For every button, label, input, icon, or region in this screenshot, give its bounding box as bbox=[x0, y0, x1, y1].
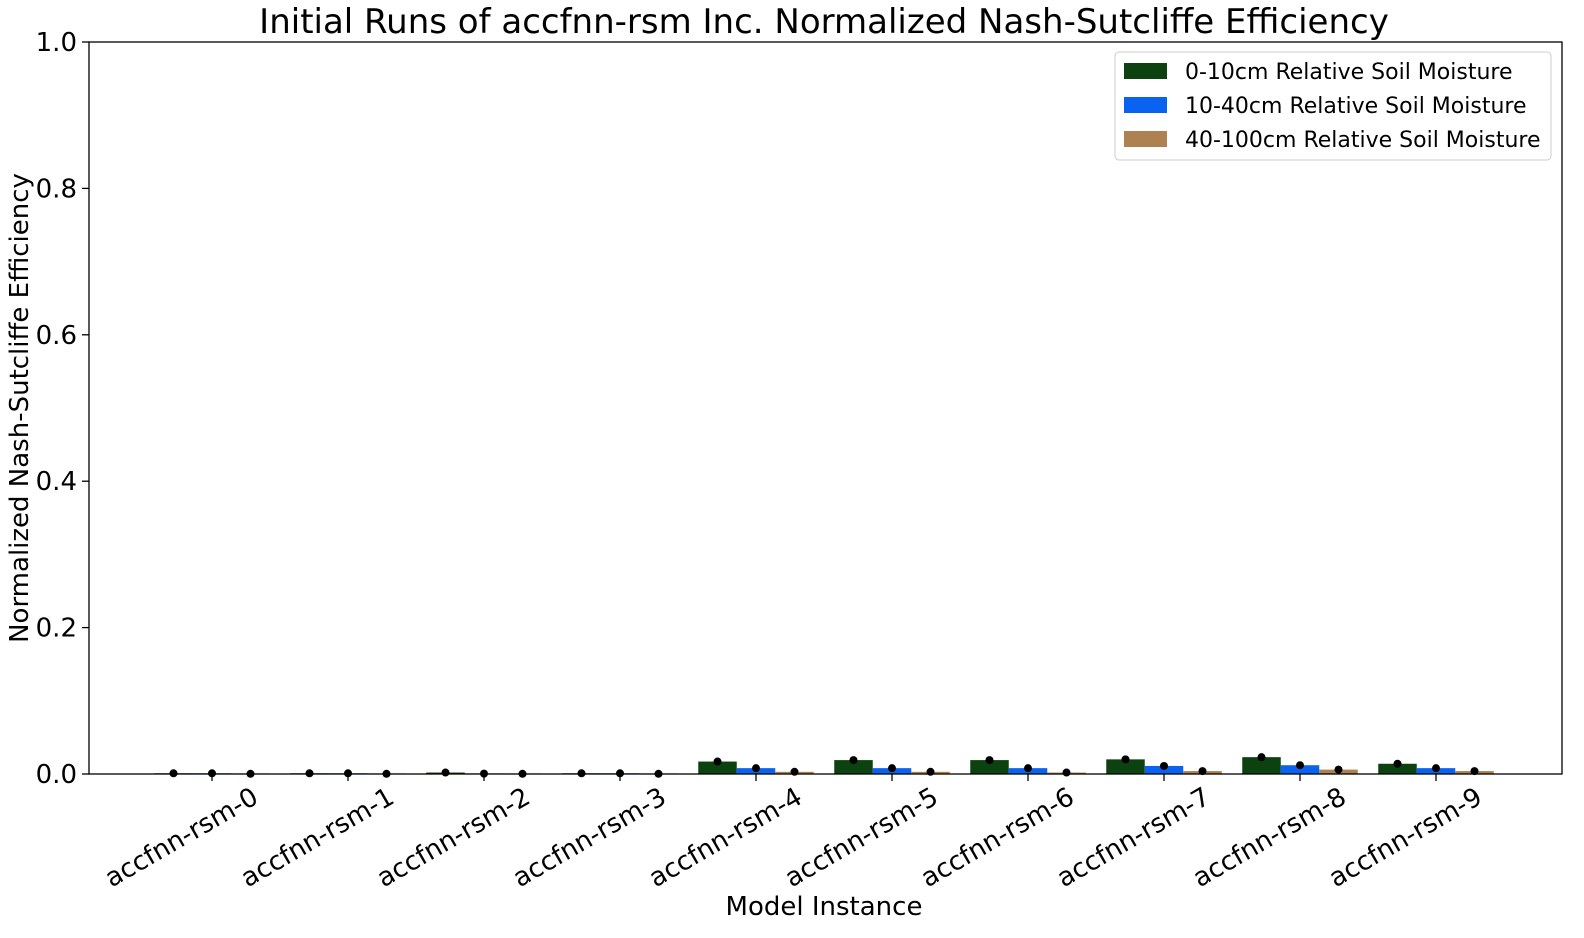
point-1-accfnn-rsm-9 bbox=[1393, 759, 1402, 768]
x-tick-label: accfnn-rsm-5 bbox=[780, 782, 944, 894]
legend-swatch-1 bbox=[1124, 63, 1167, 79]
bar-2-accfnn-rsm-7 bbox=[1144, 765, 1184, 774]
bar-1-accfnn-rsm-7 bbox=[1106, 759, 1145, 774]
y-tick-label: 0.8 bbox=[36, 174, 77, 204]
y-axis-label: Normalized Nash-Sutcliffe Efficiency bbox=[5, 173, 35, 643]
x-tick-label: accfnn-rsm-1 bbox=[236, 782, 400, 894]
bar-1-accfnn-rsm-8 bbox=[1242, 757, 1281, 774]
plot-frame bbox=[88, 41, 1563, 775]
y-tick-label: 0.0 bbox=[36, 760, 77, 790]
point-1-accfnn-rsm-5 bbox=[849, 756, 858, 765]
x-axis: accfnn-rsm-0accfnn-rsm-1accfnn-rsm-2accf… bbox=[100, 774, 1488, 894]
y-axis: 0.0 0.2 0.4 0.6 0.8 1.0 bbox=[36, 28, 89, 790]
point-1-accfnn-rsm-4 bbox=[713, 757, 722, 766]
x-tick-label: accfnn-rsm-0 bbox=[100, 782, 264, 894]
y-tick-label: 0.2 bbox=[36, 614, 77, 644]
legend-label-2: 10-40cm Relative Soil Moisture bbox=[1185, 94, 1526, 119]
point-2-accfnn-rsm-0 bbox=[208, 769, 216, 778]
x-tick-label: accfnn-rsm-2 bbox=[372, 782, 536, 894]
x-tick-label: accfnn-rsm-9 bbox=[1324, 782, 1488, 894]
bar-1-accfnn-rsm-4 bbox=[698, 761, 737, 774]
point-1-accfnn-rsm-2 bbox=[441, 768, 450, 777]
x-tick-label: accfnn-rsm-7 bbox=[1052, 782, 1216, 894]
x-tick-label: accfnn-rsm-3 bbox=[508, 782, 672, 894]
point-2-accfnn-rsm-1 bbox=[344, 769, 352, 778]
point-1-accfnn-rsm-0 bbox=[169, 769, 178, 778]
x-axis-label: Model Instance bbox=[726, 892, 923, 922]
x-tick-label: accfnn-rsm-4 bbox=[644, 782, 808, 894]
chart-title: Initial Runs of accfnn-rsm Inc. Normaliz… bbox=[259, 2, 1389, 42]
y-tick-label: 1.0 bbox=[36, 28, 77, 58]
legend: 0-10cm Relative Soil Moisture 10-40cm Rel… bbox=[1114, 51, 1552, 161]
legend-frame bbox=[1114, 51, 1552, 161]
legend-label-3: 40-100cm Relative Soil Moisture bbox=[1185, 128, 1540, 153]
y-tick-label: 0.6 bbox=[36, 321, 77, 351]
point-3-accfnn-rsm-9 bbox=[1470, 767, 1479, 776]
y-tick-label: 0.4 bbox=[36, 467, 77, 497]
bars-group bbox=[154, 757, 1494, 774]
point-2-accfnn-rsm-5 bbox=[888, 764, 896, 773]
bar-1-accfnn-rsm-6 bbox=[970, 760, 1009, 774]
x-tick-label: accfnn-rsm-8 bbox=[1188, 782, 1352, 894]
point-2-accfnn-rsm-7 bbox=[1160, 761, 1168, 770]
legend-label-1: 0-10cm Relative Soil Moisture bbox=[1185, 60, 1513, 85]
legend-swatch-2 bbox=[1124, 97, 1167, 113]
point-2-accfnn-rsm-9 bbox=[1432, 764, 1440, 773]
bar-1-accfnn-rsm-5 bbox=[834, 760, 873, 774]
point-2-accfnn-rsm-4 bbox=[752, 764, 760, 773]
point-1-accfnn-rsm-7 bbox=[1121, 755, 1130, 764]
x-tick-label: accfnn-rsm-6 bbox=[916, 782, 1080, 894]
bar-1-accfnn-rsm-9 bbox=[1378, 763, 1417, 774]
point-3-accfnn-rsm-8 bbox=[1334, 765, 1343, 774]
point-1-accfnn-rsm-6 bbox=[985, 756, 994, 765]
point-3-accfnn-rsm-6 bbox=[1062, 768, 1071, 777]
point-2-accfnn-rsm-8 bbox=[1296, 761, 1304, 770]
bar-2-accfnn-rsm-8 bbox=[1280, 765, 1320, 774]
point-1-accfnn-rsm-3 bbox=[577, 769, 586, 778]
point-1-accfnn-rsm-1 bbox=[305, 769, 314, 778]
point-2-accfnn-rsm-6 bbox=[1024, 764, 1032, 773]
points-group bbox=[169, 753, 1479, 778]
point-3-accfnn-rsm-7 bbox=[1198, 767, 1207, 776]
point-1-accfnn-rsm-8 bbox=[1257, 753, 1266, 762]
legend-swatch-3 bbox=[1124, 131, 1167, 147]
point-2-accfnn-rsm-3 bbox=[616, 769, 624, 778]
